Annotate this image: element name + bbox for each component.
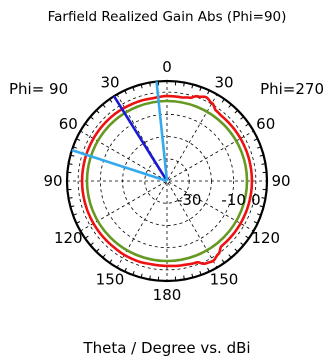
angle-minor-tick	[234, 248, 239, 253]
angle-tick-label: 60	[256, 115, 275, 133]
angle-minor-tick	[228, 104, 232, 108]
angle-tick-label: 120	[54, 229, 83, 247]
angle-tick-label: 180	[153, 286, 182, 304]
angle-tick-label: 30	[214, 73, 233, 91]
angle-minor-tick	[240, 242, 244, 246]
marker-layer	[71, 81, 169, 183]
angle-minor-tick	[191, 84, 194, 89]
angle-minor-tick	[95, 109, 100, 114]
angle-tick-label: 60	[59, 115, 78, 133]
grid-ring	[122, 136, 212, 226]
grid-ring	[77, 91, 257, 271]
angle-minor-tick	[90, 116, 94, 120]
angle-tick-label: 30	[100, 73, 119, 91]
marker-line-1	[155, 81, 169, 182]
angle-minor-tick	[140, 273, 143, 278]
angle-minor-tick	[102, 104, 106, 108]
angle-minor-tick	[261, 163, 266, 165]
angle-minor-tick	[191, 273, 194, 278]
angle-minor-tick	[257, 213, 262, 216]
angle-minor-tick	[68, 163, 73, 165]
angle-minor-tick	[109, 259, 113, 264]
series-layer	[80, 94, 254, 268]
angle-minor-tick	[221, 98, 225, 103]
angle-minor-tick	[228, 254, 232, 258]
radial-tick-label: -10	[221, 191, 246, 209]
angle-minor-tick	[257, 146, 262, 149]
half-plane-label-right: Phi=270	[260, 80, 324, 98]
chart-title: Farfield Realized Gain Abs (Phi=90)	[48, 9, 287, 25]
marker-line-2	[71, 148, 168, 183]
angle-minor-tick	[245, 123, 250, 127]
angle-tick-label: 90	[271, 172, 290, 190]
angle-minor-tick	[132, 86, 135, 91]
angle-minor-tick	[70, 205, 75, 208]
series-0-line	[80, 94, 254, 268]
angle-minor-tick	[149, 275, 151, 280]
angle-minor-tick	[253, 138, 258, 141]
angle-tick-label: 150	[96, 271, 125, 289]
angle-minor-tick	[183, 82, 185, 87]
angle-minor-tick	[95, 248, 100, 253]
angle-minor-tick	[261, 197, 266, 199]
series-1-line	[85, 99, 249, 263]
angle-tick-label: 90	[43, 172, 62, 190]
angle-minor-tick	[221, 259, 225, 264]
angle-minor-tick	[84, 235, 89, 239]
angle-minor-tick	[124, 90, 127, 95]
half-plane-label-left: Phi= 90	[9, 80, 68, 98]
grid-ring	[99, 113, 235, 249]
angle-minor-tick	[240, 116, 244, 120]
outer-ring	[65, 79, 269, 283]
angle-minor-tick	[259, 154, 264, 157]
label-layer: 0 30 60 90 120 150 180 150 120 90 60 30 -30 -10 0	[43, 58, 290, 304]
grid-ring	[144, 158, 190, 204]
angle-minor-tick	[199, 86, 202, 91]
polar-grid	[65, 79, 269, 283]
angle-minor-tick	[253, 221, 258, 224]
angle-minor-tick	[207, 90, 210, 95]
angle-minor-tick	[234, 109, 239, 114]
radial-tick-label: -30	[177, 191, 202, 209]
angle-minor-tick	[72, 146, 77, 149]
angle-tick-label: 120	[251, 229, 280, 247]
angle-tick-label: 0	[162, 58, 172, 76]
marker-line-0	[112, 95, 169, 182]
angle-minor-tick	[132, 271, 135, 276]
radial-tick-label: 0	[251, 191, 261, 209]
angle-minor-tick	[68, 197, 73, 199]
angle-minor-tick	[140, 84, 143, 89]
angle-minor-tick	[109, 98, 113, 103]
angle-minor-tick	[199, 271, 202, 276]
angle-minor-tick	[70, 154, 75, 157]
angle-minor-tick	[90, 242, 94, 246]
angle-minor-tick	[124, 267, 127, 272]
angle-tick-label: 150	[210, 271, 239, 289]
angle-minor-tick	[149, 82, 151, 87]
angle-minor-tick	[76, 138, 81, 141]
angle-minor-tick	[245, 235, 250, 239]
angle-minor-tick	[76, 221, 81, 224]
x-axis-label: Theta / Degree vs. dBi	[82, 339, 250, 357]
angle-minor-tick	[72, 213, 77, 216]
angle-minor-tick	[84, 123, 89, 127]
angle-minor-tick	[207, 267, 210, 272]
angle-minor-tick	[102, 254, 106, 258]
angle-minor-tick	[183, 275, 185, 280]
angle-minor-tick	[259, 205, 264, 208]
